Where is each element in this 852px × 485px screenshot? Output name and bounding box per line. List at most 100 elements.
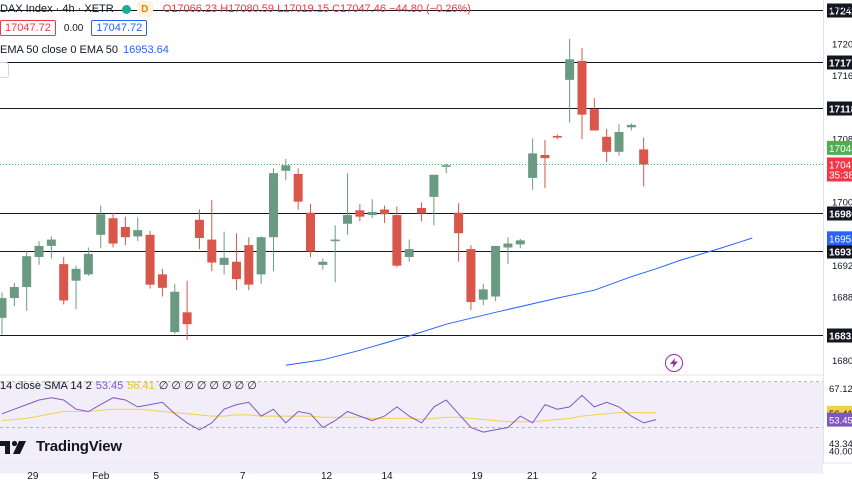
x-tick-label: 19 (472, 471, 484, 482)
candle-body (306, 212, 315, 252)
market-open-dot (121, 4, 131, 14)
candle (565, 38, 575, 123)
symbol-legend: DAX Index · 4h · XETR D O17066.23 H17080… (0, 1, 471, 17)
candle-body (281, 165, 291, 171)
rsi-label-bg (827, 412, 852, 427)
level-label: 17242 (829, 7, 852, 18)
sell-button[interactable]: 17047.72 (0, 20, 56, 36)
candle-body (602, 136, 612, 152)
level-label: 16937 (829, 248, 852, 259)
candle (491, 245, 501, 302)
candle-body (330, 239, 340, 242)
buy-button[interactable]: 17047.72 (91, 20, 148, 36)
candle-body (219, 257, 229, 265)
candle-body (9, 287, 19, 299)
candle-body (626, 124, 636, 128)
d-badge[interactable]: D (136, 1, 153, 17)
candle (207, 200, 217, 272)
rsi-tick-label: 67.12 (829, 384, 852, 395)
candle (96, 205, 106, 249)
candle (417, 202, 427, 222)
x-tick-label: 21 (527, 471, 539, 482)
logo-text: TradingView (36, 438, 122, 455)
candle-body (466, 249, 476, 303)
candle (466, 245, 476, 310)
countdown-label: 35:38 (829, 170, 852, 181)
candle-body (194, 219, 204, 238)
level-label: 17118 (829, 105, 852, 116)
candle-body (355, 210, 365, 217)
candle (577, 48, 587, 140)
level-label-bg (827, 55, 852, 70)
trade-row: 17047.72 0.00 17047.72 (0, 20, 148, 36)
ema-value: 16953.64 (123, 44, 169, 56)
candle (318, 258, 328, 270)
candle-body (22, 256, 32, 288)
price-label-bg (827, 157, 852, 182)
candle (589, 98, 599, 131)
candle-body (503, 243, 513, 248)
candle-body (293, 173, 303, 202)
rsi-legend[interactable]: 14 close SMA 14 2 53.45 56.41 ∅ ∅ ∅ ∅ ∅ … (0, 379, 257, 393)
candle-body (392, 215, 402, 266)
candle (59, 256, 69, 305)
candle-body (491, 245, 501, 297)
candle (478, 283, 488, 306)
y-tick-label: 16800 (832, 356, 852, 367)
spread-value: 0.00 (63, 22, 84, 34)
level-label-bg (827, 206, 852, 221)
symbol-title[interactable]: DAX Index · 4h · XETR (0, 3, 114, 15)
candle (330, 225, 340, 283)
candle-body (441, 165, 451, 167)
candle (614, 124, 624, 156)
candle-body (343, 215, 353, 224)
candle (602, 128, 612, 163)
candle-body (589, 109, 599, 131)
candle-body (145, 234, 155, 285)
ema-price-label: 16953 (829, 234, 852, 245)
candle (170, 283, 180, 334)
lightning-icon[interactable] (665, 354, 683, 372)
candle (343, 173, 353, 235)
candle (441, 163, 451, 174)
candle (244, 237, 254, 291)
candle-body (71, 268, 81, 281)
candle-body (552, 136, 562, 138)
candle-body (59, 264, 69, 301)
candle (392, 206, 402, 268)
candle (133, 217, 143, 242)
candle (83, 247, 93, 276)
candle (231, 233, 241, 291)
collapse-legend-button[interactable] (0, 62, 9, 78)
candle-body (244, 245, 254, 285)
candle (380, 205, 390, 223)
candle-body (540, 154, 550, 159)
tradingview-logo[interactable]: TradingView (0, 438, 122, 455)
candle (256, 236, 266, 284)
bid-price-label: 17048 (829, 144, 852, 155)
ema-legend[interactable]: EMA 50 close 0 EMA 50 16953.64 (0, 44, 169, 56)
x-tick-label: 29 (27, 471, 39, 482)
rsi-tick-label: 40.00 (829, 447, 852, 458)
ohlc-values: O17066.23 H17080.59 L17019.15 C17047.46 … (162, 3, 471, 15)
candle (22, 250, 32, 311)
candle (157, 268, 167, 297)
y-tick-label: 17160 (832, 71, 852, 82)
rsi-label: 14 close SMA 14 2 (0, 379, 92, 392)
candle-body (429, 174, 439, 197)
candle (71, 265, 81, 310)
candle-body (417, 207, 427, 214)
candle (219, 231, 229, 275)
last-price-label: 17047 (829, 160, 852, 171)
y-tick-label: 17000 (832, 198, 852, 209)
tradingview-logo-icon (0, 440, 26, 454)
y-tick-label: 16920 (832, 261, 852, 272)
rsi-tick-label: 43.34 (829, 439, 852, 450)
candle-body (367, 211, 377, 216)
candle-body (318, 261, 328, 265)
x-tick-label: 7 (240, 471, 246, 482)
y-tick-label: 17200 (832, 39, 852, 50)
candle (515, 238, 525, 249)
